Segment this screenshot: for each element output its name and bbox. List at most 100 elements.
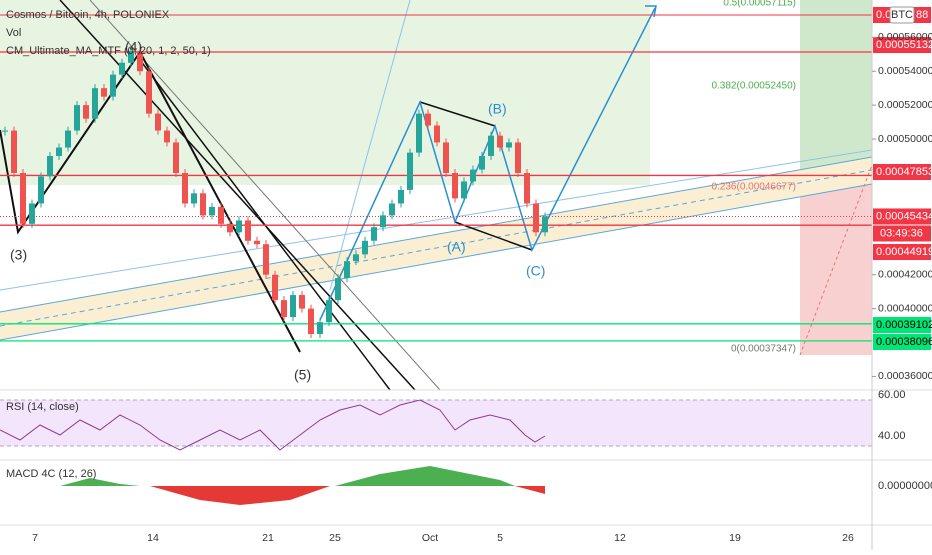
candle — [497, 135, 503, 148]
candle — [533, 203, 539, 233]
projection — [799, 164, 873, 356]
rsi-band — [0, 400, 872, 446]
fib-label: 0.236(0.00046677) — [711, 182, 796, 193]
wave-label: (5) — [294, 367, 311, 383]
candle — [308, 308, 314, 335]
level-label: 0.0 — [876, 9, 891, 21]
macd-title: MACD 4C (12, 26) — [6, 468, 96, 480]
candle — [110, 74, 116, 97]
candle — [470, 169, 476, 182]
candle — [47, 156, 53, 177]
y-tick-label: 0.00054000 — [878, 65, 932, 77]
candle — [101, 88, 107, 97]
level-tag — [873, 334, 931, 350]
wave-label: (B) — [488, 101, 507, 117]
candle — [353, 254, 359, 262]
candle — [245, 220, 251, 241]
price-tag — [873, 208, 931, 225]
channel-top — [0, 156, 873, 313]
candle — [182, 172, 188, 204]
x-tick-label: 7 — [32, 532, 38, 544]
rsi-title: RSI (14, close) — [6, 401, 79, 413]
y-tick-label: 0.00042000 — [878, 268, 932, 280]
x-tick-label: 21 — [262, 532, 274, 544]
candle — [209, 206, 215, 216]
candle — [200, 193, 206, 216]
currency-badge — [889, 6, 915, 24]
candle — [524, 172, 530, 204]
profit-zone — [800, 0, 872, 185]
macd-hist — [60, 478, 140, 486]
candle — [29, 203, 35, 224]
candle — [425, 113, 431, 126]
candle — [461, 181, 467, 199]
fib-label: 0(0.00037347) — [731, 344, 796, 355]
candle — [164, 130, 170, 143]
candle — [506, 142, 512, 148]
level-tag — [873, 37, 931, 53]
candle — [443, 142, 449, 173]
candle — [371, 227, 377, 241]
arrow-head — [645, 5, 657, 18]
wave-line — [454, 221, 533, 251]
currency: BTC — [891, 9, 913, 21]
rsi-line — [0, 399, 546, 451]
candle — [398, 189, 404, 204]
candle — [119, 62, 125, 75]
candle — [218, 206, 224, 224]
rsi-tick: 60.00 — [878, 389, 906, 401]
candle — [2, 130, 8, 132]
candle — [344, 261, 350, 279]
x-tick-label: Oct — [422, 532, 438, 544]
candle — [515, 142, 521, 173]
trend-line — [89, 0, 441, 391]
symbol: Cosmos / Bitcoin, 4h, POLONIEX — [6, 9, 170, 21]
candle — [155, 113, 161, 131]
candle — [254, 240, 260, 245]
macd-hist — [515, 486, 545, 494]
fib-label: 0.5(0.00057115) — [723, 0, 796, 9]
candle — [542, 216, 548, 233]
candle — [20, 172, 26, 224]
x-tick-label: 25 — [329, 532, 341, 544]
wave-line — [419, 101, 496, 127]
x-tick-label: 5 — [497, 532, 503, 544]
y-tick-label: 0.00052000 — [878, 99, 932, 111]
rsi-tick: 40.00 — [878, 430, 906, 442]
vol-label: Vol — [6, 27, 21, 39]
level-label: 0.00039102 — [876, 319, 932, 331]
candle — [389, 203, 395, 216]
candle — [407, 152, 413, 190]
wave-label: (3) — [10, 247, 27, 263]
candle — [326, 300, 332, 323]
candle — [380, 215, 386, 228]
level-tag — [873, 164, 931, 180]
candle — [227, 223, 233, 233]
candle — [38, 176, 44, 204]
wave-line — [0, 50, 301, 353]
fib-zone — [0, 0, 650, 185]
candle — [335, 278, 341, 301]
x-tick-label: 26 — [842, 532, 854, 544]
level-label: 0.00044919 — [876, 246, 932, 258]
candle — [272, 274, 278, 301]
channel-mid — [0, 169, 873, 327]
wave-label: (C) — [526, 263, 545, 279]
countdown-tag — [873, 225, 931, 242]
candle — [92, 88, 98, 119]
countdown: 03:49:36 — [880, 227, 923, 239]
indicator-label: CM_Ultimate_MA_MTF (0, 20, 1, 2, 50, 1) — [6, 45, 211, 57]
candle — [191, 193, 197, 204]
y-tick-label: 0.00040000 — [878, 302, 932, 314]
wave-label: (4) — [125, 39, 142, 55]
candle — [137, 50, 143, 72]
candle — [11, 130, 17, 173]
level-label: 0.00047853 — [876, 166, 932, 178]
candle — [146, 71, 152, 114]
candle — [263, 244, 269, 275]
loss-zone — [800, 185, 872, 355]
fib-label: 0.382(0.00052450) — [711, 81, 796, 92]
candle — [236, 220, 242, 233]
y-tick-label: 0.00036000 — [878, 370, 932, 382]
